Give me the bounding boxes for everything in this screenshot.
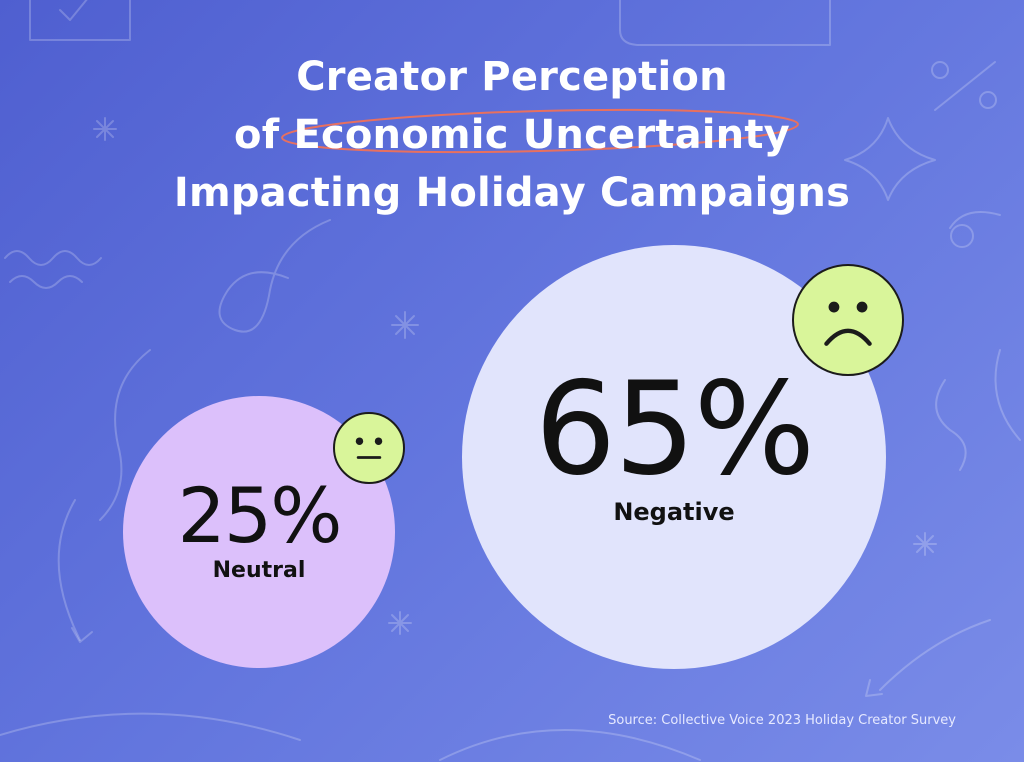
chart-title: Creator Perception of Economic Uncertain… [0, 48, 1024, 222]
neutral-label: Neutral [212, 557, 306, 583]
negative-label: Negative [613, 498, 735, 526]
title-line-2: of Economic Uncertainty [234, 112, 790, 158]
highlight-ellipse [281, 108, 799, 154]
title-line-3: Impacting Holiday Campaigns [173, 170, 851, 216]
negative-percentage: 65% [534, 355, 815, 504]
source-note: Source: Collective Voice 2023 Holiday Cr… [608, 713, 956, 728]
neutral-face-icon [333, 412, 405, 484]
title-line-1: Creator Perception [296, 54, 728, 100]
sad-face-icon [792, 264, 904, 376]
neutral-percentage: 25% [177, 470, 343, 560]
